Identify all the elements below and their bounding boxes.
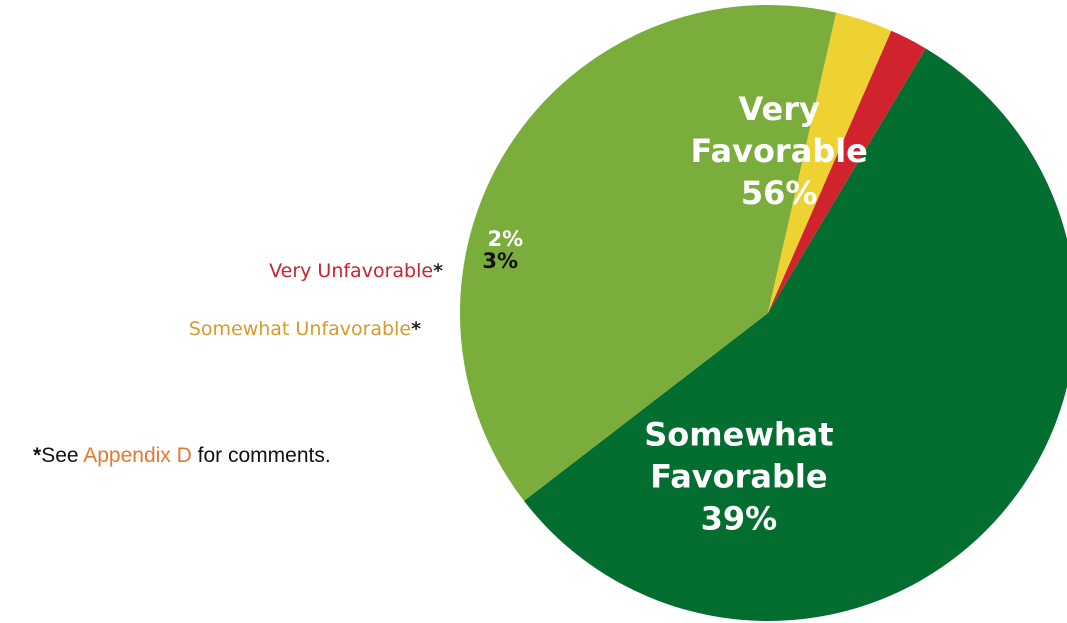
somewhat-unfavorable-label-text: Somewhat Unfavorable	[188, 318, 412, 340]
footnote-asterisk: *	[33, 444, 42, 467]
somewhat-unfavorable-value-label: 3%	[482, 249, 518, 273]
somewhat-favorable-value-label: 39%	[701, 499, 778, 537]
pie-slice-somewhat-unfavorable	[768, 12, 892, 314]
pie-slice-labels: Very Favorable 56% Somewhat Favorable 39% 3%2%	[482, 90, 868, 537]
very-favorable-name-label: Favorable	[691, 132, 868, 170]
very-unfavorable-label-text: Very Unfavorable	[269, 260, 434, 282]
pie-slices	[459, 4, 1067, 621]
somewhat-unfavorable-asterisk: *	[411, 318, 421, 340]
somewhat-unfavorable-label: Somewhat Unfavorable*	[189, 318, 421, 340]
very-unfavorable-value-label: 2%	[487, 227, 523, 251]
appendix-d-link[interactable]: Appendix D	[83, 444, 192, 467]
footnote-prefix: See	[41, 444, 84, 467]
pie-slice-somewhat-favorable	[459, 4, 837, 501]
very-favorable-name-label: Very	[739, 90, 821, 128]
very-unfavorable-label: Very Unfavorable*	[269, 260, 443, 282]
footnote: *See Appendix D for comments.	[33, 444, 331, 468]
somewhat-favorable-name-label: Somewhat	[644, 415, 833, 453]
footnote-suffix: for comments.	[191, 444, 331, 467]
pie-slice-very-unfavorable	[768, 30, 926, 313]
very-unfavorable-asterisk: *	[433, 260, 443, 282]
very-favorable-value-label: 56%	[741, 174, 818, 212]
pie-slice-very-favorable	[523, 48, 1067, 621]
somewhat-favorable-name-label: Favorable	[650, 457, 827, 495]
